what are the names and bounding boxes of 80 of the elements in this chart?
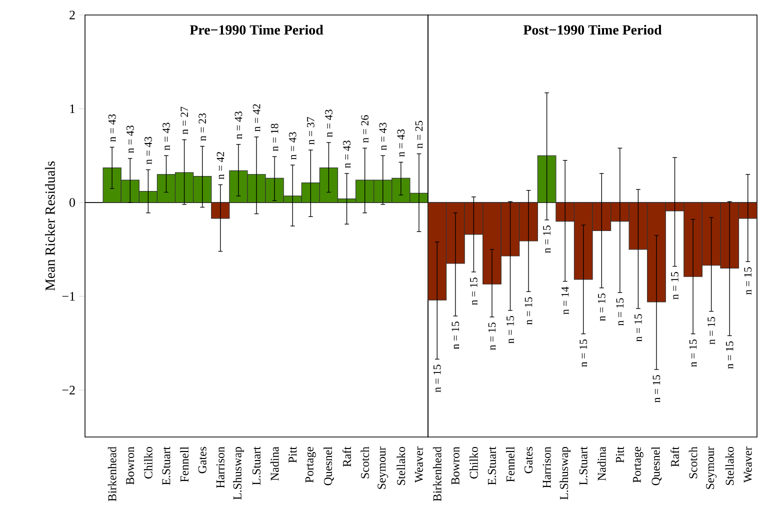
annotation: n = 15: [708, 316, 715, 344]
annotation: n = 43: [108, 114, 116, 142]
y-tick-label: 1: [70, 104, 75, 114]
x-tick-label: Gates: [524, 446, 533, 474]
x-tick-label: Seymour: [706, 446, 717, 489]
annotation: n = 15: [452, 322, 460, 350]
annotation: n = 18: [270, 124, 278, 152]
annotation: n = 23: [198, 113, 206, 141]
annotation: n = 15: [671, 272, 678, 300]
text: Post−1990 Time Period: [523, 24, 662, 35]
annotation: n = 14: [561, 286, 569, 314]
x-tick-label: Scotch: [360, 446, 370, 478]
x-tick-label: Raft: [670, 446, 680, 467]
x-tick-label: Weaver: [744, 446, 752, 483]
x-tick-label: Fennell: [506, 446, 514, 482]
annotation: n = 37: [306, 117, 314, 145]
x-tick-label: L.Stuart: [579, 446, 588, 486]
annotation: n = 15: [744, 267, 752, 295]
x-tick-label: Stellako: [396, 446, 406, 485]
x-tick-label: Fennell: [180, 446, 188, 482]
x-tick-label: Birkenhead: [108, 446, 116, 502]
x-tick-label: Bowron: [126, 446, 134, 485]
annotation: n = 43: [379, 122, 387, 150]
y-axis-title: Mean Ricker Residuals: [45, 161, 55, 291]
x-tick-label: Weaver: [414, 446, 423, 483]
annotation: n = 42: [252, 104, 260, 132]
annotation: n = 42: [216, 152, 224, 180]
x-tick-label: L.Shuswap: [560, 446, 571, 500]
annotation: n = 15: [433, 364, 441, 392]
x-tick-label: L.Shuswap: [233, 446, 244, 500]
annotation: n = 43: [343, 140, 350, 168]
annotation: n = 15: [580, 339, 588, 367]
x-tick-label: E.Stuart: [162, 446, 170, 486]
x-tick-label: Chilko: [144, 446, 152, 479]
x-tick-label: Pitt: [616, 446, 624, 463]
x-tick-label: Harrison: [542, 446, 551, 488]
annotation: n = 27: [180, 106, 188, 134]
y-tick-label: −1: [62, 292, 75, 301]
x-tick-label: Portage: [633, 446, 644, 483]
x-tick-label: Quesnel: [651, 446, 662, 486]
annotation: n = 15: [524, 297, 532, 325]
x-tick-label: Chilko: [469, 446, 478, 479]
x-tick-label: Pitt: [288, 446, 297, 463]
annotation: n = 43: [288, 132, 296, 160]
annotation: n = 43: [397, 129, 405, 157]
x-tick-label: Bowron: [451, 446, 460, 485]
annotation: n = 15: [488, 322, 496, 350]
x-tick-label: Harrison: [216, 446, 224, 488]
annotation: n = 26: [361, 115, 369, 143]
x-tick-label: L.Stuart: [252, 446, 261, 486]
annotation: n = 15: [616, 298, 624, 326]
annotation: n = 43: [162, 122, 170, 150]
x-tick-label: Seymour: [378, 446, 388, 489]
x-tick-label: Birkenhead: [432, 446, 442, 502]
x-tick-label: Portage: [305, 446, 316, 483]
annotation: n = 15: [543, 226, 550, 253]
annotation: n = 25: [415, 120, 423, 148]
x-tick-label: Quesnel: [324, 446, 334, 486]
annotation: n = 43: [126, 126, 134, 154]
y-tick-label: 2: [70, 10, 75, 20]
x-tick-label: Stellako: [725, 446, 734, 485]
annotation: n = 15: [506, 316, 514, 344]
text: Pre−1990 Time Period: [190, 24, 324, 35]
x-tick-label: E.Stuart: [488, 446, 496, 486]
annotation: n = 43: [234, 112, 242, 139]
x-tick-label: Nadina: [270, 446, 279, 481]
x-tick-label: Raft: [342, 446, 352, 467]
y-tick-label: 0: [70, 198, 75, 207]
annotation: n = 15: [470, 278, 478, 305]
annotation: n = 15: [726, 341, 734, 369]
annotation: n = 15: [652, 375, 660, 403]
annotation: n = 15: [634, 314, 642, 342]
y-tick-label: −2: [62, 386, 75, 394]
annotation: n = 43: [325, 110, 332, 138]
x-tick-label: Scotch: [688, 446, 698, 478]
x-tick-label: Gates: [198, 446, 206, 474]
annotation: n = 15: [598, 294, 606, 321]
annotation: n = 15: [689, 339, 697, 367]
x-tick-label: Nadina: [597, 446, 606, 481]
annotation: n = 43: [144, 136, 152, 164]
